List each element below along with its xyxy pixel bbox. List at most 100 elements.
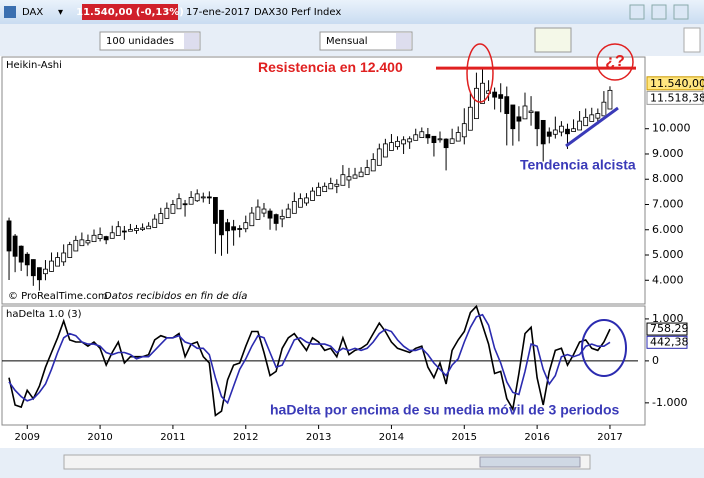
price-tag (646, 76, 704, 91)
panel-title: haDelta 1.0 (3) (6, 309, 82, 320)
candle-body (12, 235, 18, 257)
candle-body (492, 91, 498, 98)
candle-body (297, 198, 303, 208)
candle-body (571, 128, 576, 132)
candle-body (304, 197, 309, 204)
candle-body (273, 214, 279, 224)
candle-body (480, 82, 485, 104)
candle-body (328, 183, 334, 190)
price-panel (1, 56, 646, 305)
candle-body (607, 89, 613, 110)
candle-body (267, 210, 273, 219)
candle-body (516, 116, 522, 122)
candle-body (443, 138, 449, 149)
select-arrow[interactable] (184, 33, 199, 49)
indicator-button[interactable] (534, 27, 572, 53)
x-tick-label: 2017 (597, 432, 622, 443)
candle-body (401, 139, 406, 145)
candle-body (419, 131, 425, 138)
menu-arrow[interactable]: ▾ (58, 7, 63, 18)
candle-body (540, 119, 546, 145)
candle-body (243, 222, 249, 230)
candle-body (213, 197, 218, 224)
period-select[interactable] (319, 31, 413, 51)
candle-body (55, 257, 60, 267)
candle-body (407, 138, 413, 143)
y-tick-label: 1.000 (652, 312, 684, 325)
candle-body (134, 228, 139, 231)
candle-body (164, 207, 170, 219)
trend-line (565, 106, 619, 148)
candle-body (382, 143, 388, 158)
candle-body (552, 129, 558, 135)
quantity-select[interactable] (99, 31, 201, 51)
candle-body (498, 94, 504, 99)
indicator-line (8, 313, 611, 405)
source: © ProRealTime.com (8, 291, 108, 302)
candle-body (285, 208, 291, 219)
candle-body (170, 204, 176, 214)
symbol: DAX (22, 7, 43, 18)
trend-label: Tendencia alcista (520, 157, 636, 173)
candle-body (389, 142, 394, 151)
candle-body (24, 253, 30, 266)
candle-body (595, 113, 601, 119)
window-buttons[interactable] (629, 4, 689, 20)
candle-body (565, 128, 570, 135)
scrollbar[interactable] (63, 454, 591, 470)
x-tick-label: 2011 (160, 432, 185, 443)
value-tag-label: 758,29 (650, 322, 689, 335)
candle-body (455, 132, 461, 142)
candle-body (534, 111, 540, 130)
candle-body (219, 209, 224, 236)
scroll-thumb[interactable] (479, 456, 581, 468)
price-tag-label: 11.540,00 (650, 77, 704, 90)
date: 17-ene-2017 (186, 7, 250, 18)
resistance-label: Resistencia en 12.400 (258, 59, 403, 75)
candle-body (194, 193, 200, 202)
candle-body (255, 206, 261, 220)
indicator-annotation: haDelta por encima de su media móvil de … (270, 402, 620, 418)
x-tick-label: 2009 (15, 432, 40, 443)
candle-body (346, 176, 352, 181)
candle-body (522, 105, 528, 120)
candle-body (376, 148, 382, 166)
candle-body (91, 234, 97, 243)
highlight-circle (466, 43, 494, 103)
candle-body (461, 123, 467, 138)
candle-body (334, 183, 340, 187)
candle-body (291, 201, 297, 214)
candle-body (504, 96, 510, 114)
candle-body (79, 239, 85, 247)
x-tick-label: 2013 (306, 432, 331, 443)
x-tick-label: 2012 (233, 432, 258, 443)
y-tick-label: 0 (652, 354, 659, 367)
select-arrow[interactable] (396, 33, 411, 49)
candle-body (352, 174, 358, 179)
candle-body (601, 101, 607, 117)
price: 11.540,00 (-0,13%) (76, 7, 184, 18)
value-tag (646, 335, 688, 349)
candle-body (18, 245, 24, 263)
candle-body (395, 140, 400, 148)
candle-body (43, 268, 48, 275)
candle-body (36, 267, 42, 281)
candle-body (121, 230, 127, 233)
y-tick-label: 5.000 (652, 248, 684, 261)
y-tick-label: 9.000 (652, 147, 684, 160)
candle-body (358, 171, 364, 178)
side-button[interactable] (683, 27, 701, 53)
y-tick-label: 7.000 (652, 197, 684, 210)
question: ¿? (605, 53, 625, 70)
x-tick-label: 2016 (524, 432, 549, 443)
candle-body (158, 213, 164, 224)
candle-body (370, 159, 376, 172)
candle-body (413, 134, 419, 141)
instrument-name: DAX30 Perf Index (254, 7, 341, 18)
candle-body (206, 196, 212, 199)
candle-body (425, 134, 431, 139)
x-tick-label: 2010 (87, 432, 112, 443)
highlight-circle (581, 319, 627, 377)
quantity: 100 unidades (106, 36, 174, 47)
